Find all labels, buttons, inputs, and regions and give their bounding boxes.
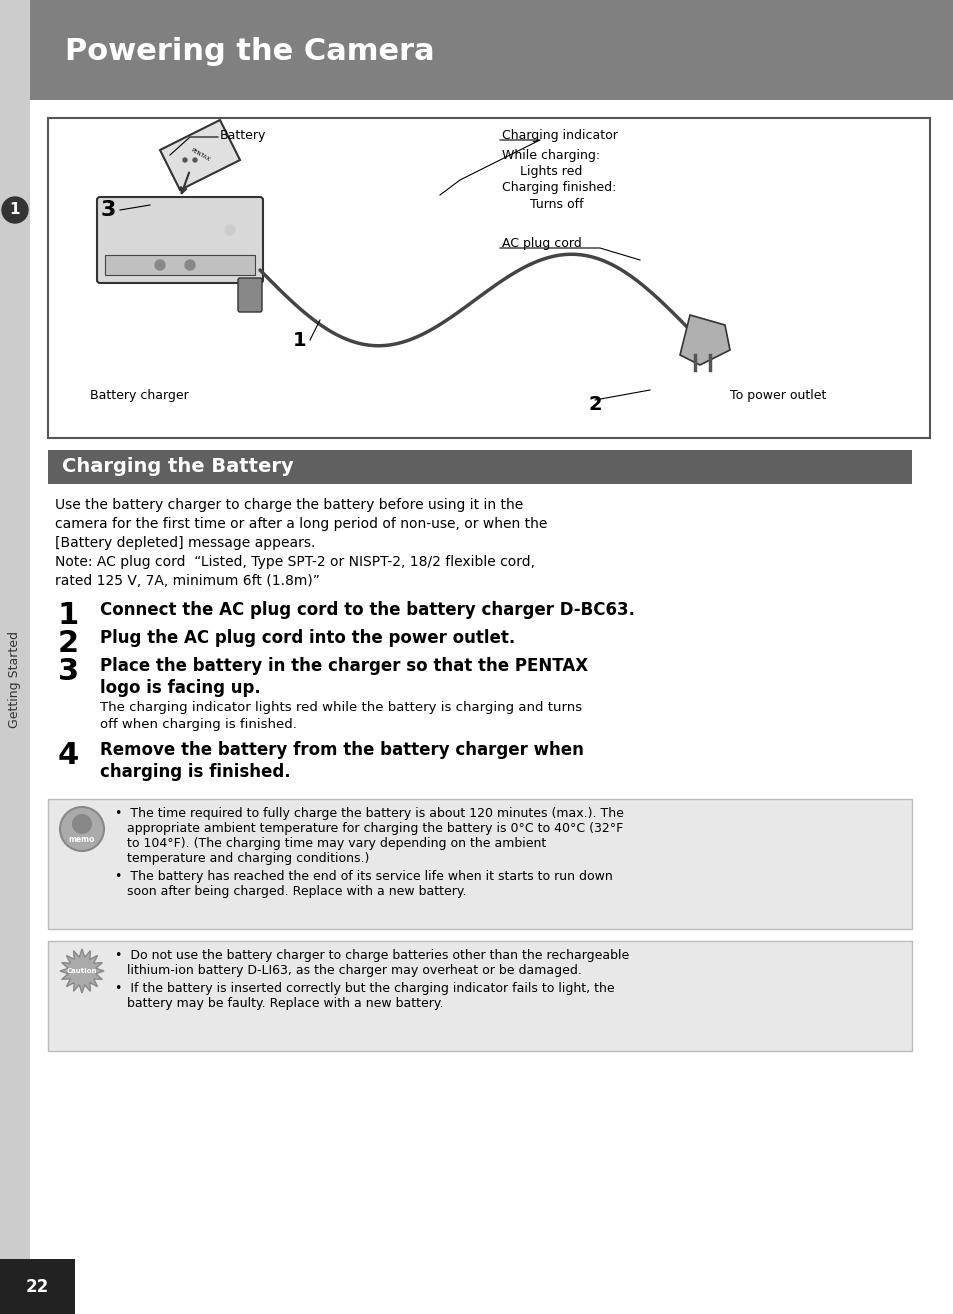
Text: 3: 3 xyxy=(58,657,79,686)
Text: Turns off: Turns off xyxy=(530,198,583,212)
Text: Connect the AC plug cord to the battery charger D-BC63.: Connect the AC plug cord to the battery … xyxy=(100,600,635,619)
Text: Note: AC plug cord  “Listed, Type SPT-2 or NISPT-2, 18/2 flexible cord,: Note: AC plug cord “Listed, Type SPT-2 o… xyxy=(55,555,535,569)
Text: charging is finished.: charging is finished. xyxy=(100,763,291,781)
FancyBboxPatch shape xyxy=(105,255,254,275)
Text: off when charging is finished.: off when charging is finished. xyxy=(100,717,296,731)
Text: Lights red: Lights red xyxy=(519,166,581,179)
Text: Battery charger: Battery charger xyxy=(90,389,189,402)
Text: While charging:: While charging: xyxy=(501,148,599,162)
Circle shape xyxy=(193,158,196,162)
Polygon shape xyxy=(160,120,240,191)
Text: Powering the Camera: Powering the Camera xyxy=(65,38,435,67)
Text: temperature and charging conditions.): temperature and charging conditions.) xyxy=(115,851,369,865)
Text: PENTAX: PENTAX xyxy=(190,147,211,163)
Text: to 104°F). (The charging time may vary depending on the ambient: to 104°F). (The charging time may vary d… xyxy=(115,837,546,850)
Text: 1: 1 xyxy=(58,600,79,629)
Circle shape xyxy=(71,813,91,834)
Text: 2: 2 xyxy=(58,629,79,658)
Text: •  Do not use the battery charger to charge batteries other than the rechargeabl: • Do not use the battery charger to char… xyxy=(115,949,629,962)
Bar xyxy=(48,941,911,1051)
Text: 1: 1 xyxy=(10,202,20,218)
Text: lithium-ion battery D-LI63, as the charger may overheat or be damaged.: lithium-ion battery D-LI63, as the charg… xyxy=(115,964,581,978)
Text: battery may be faulty. Replace with a new battery.: battery may be faulty. Replace with a ne… xyxy=(115,997,443,1010)
Text: Charging the Battery: Charging the Battery xyxy=(62,457,294,477)
Text: 3: 3 xyxy=(100,200,115,219)
Bar xyxy=(48,449,911,484)
Text: rated 125 V, 7A, minimum 6ft (1.8m)”: rated 125 V, 7A, minimum 6ft (1.8m)” xyxy=(55,574,319,587)
Polygon shape xyxy=(60,949,104,993)
Bar xyxy=(48,799,911,929)
Bar xyxy=(48,118,929,438)
Bar xyxy=(0,0,30,1314)
Text: soon after being charged. Replace with a new battery.: soon after being charged. Replace with a… xyxy=(115,886,466,897)
Circle shape xyxy=(60,807,104,851)
Text: Remove the battery from the battery charger when: Remove the battery from the battery char… xyxy=(100,741,583,759)
Circle shape xyxy=(2,197,28,223)
Text: •  If the battery is inserted correctly but the charging indicator fails to ligh: • If the battery is inserted correctly b… xyxy=(115,982,614,995)
Text: appropriate ambient temperature for charging the battery is 0°C to 40°C (32°F: appropriate ambient temperature for char… xyxy=(115,823,622,834)
Text: Getting Started: Getting Started xyxy=(9,632,22,728)
Polygon shape xyxy=(679,315,729,365)
Text: Caution: Caution xyxy=(67,968,97,974)
FancyBboxPatch shape xyxy=(97,197,263,283)
Circle shape xyxy=(225,225,234,235)
Text: Charging indicator: Charging indicator xyxy=(501,129,618,142)
Text: Use the battery charger to charge the battery before using it in the: Use the battery charger to charge the ba… xyxy=(55,498,522,512)
Text: Plug the AC plug cord into the power outlet.: Plug the AC plug cord into the power out… xyxy=(100,629,515,646)
Text: 1: 1 xyxy=(293,331,307,350)
Text: 22: 22 xyxy=(26,1279,49,1296)
Circle shape xyxy=(183,158,187,162)
Text: 4: 4 xyxy=(58,741,79,770)
Text: memo: memo xyxy=(69,834,95,844)
Text: logo is facing up.: logo is facing up. xyxy=(100,679,260,696)
Text: 2: 2 xyxy=(588,396,601,414)
Text: Place the battery in the charger so that the PENTAX: Place the battery in the charger so that… xyxy=(100,657,587,675)
Circle shape xyxy=(154,260,165,269)
FancyBboxPatch shape xyxy=(237,279,262,311)
Text: [Battery depleted] message appears.: [Battery depleted] message appears. xyxy=(55,536,315,551)
Circle shape xyxy=(185,260,194,269)
Bar xyxy=(30,0,953,100)
Text: AC plug cord: AC plug cord xyxy=(501,237,581,250)
Text: •  The time required to fully charge the battery is about 120 minutes (max.). Th: • The time required to fully charge the … xyxy=(115,807,623,820)
Text: Charging finished:: Charging finished: xyxy=(501,181,616,194)
Text: The charging indicator lights red while the battery is charging and turns: The charging indicator lights red while … xyxy=(100,700,581,714)
Text: camera for the first time or after a long period of non-use, or when the: camera for the first time or after a lon… xyxy=(55,516,547,531)
Bar xyxy=(0,1259,75,1314)
Text: Battery: Battery xyxy=(220,129,266,142)
Text: •  The battery has reached the end of its service life when it starts to run dow: • The battery has reached the end of its… xyxy=(115,870,612,883)
Text: To power outlet: To power outlet xyxy=(729,389,825,402)
